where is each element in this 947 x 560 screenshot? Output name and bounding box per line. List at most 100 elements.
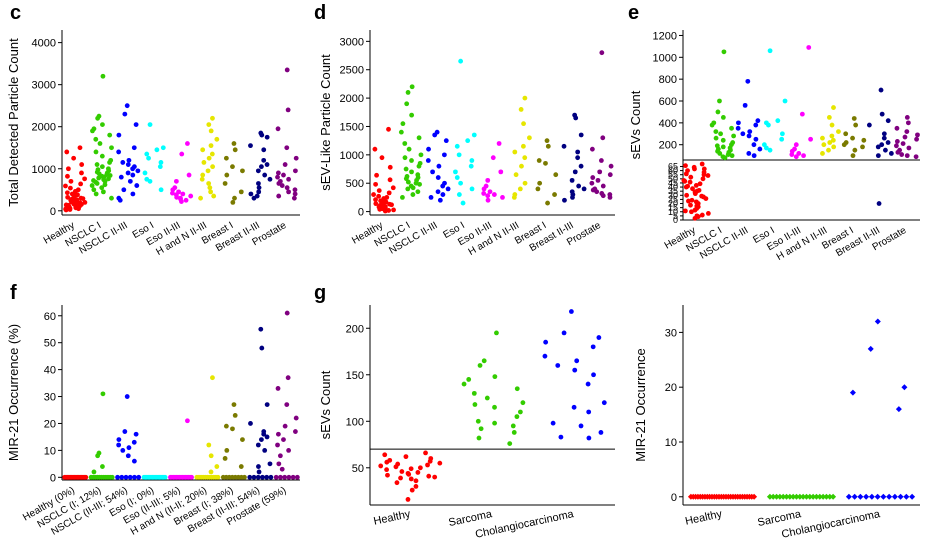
- panel-c-data-point: [174, 194, 180, 200]
- panel-f-data-point: [290, 474, 296, 480]
- panel-d-data-point: [575, 155, 581, 161]
- panel-g-data-point: [511, 430, 517, 435]
- panel-c-data-point: [94, 162, 100, 167]
- panel-f-data-point: [259, 345, 265, 351]
- panel-g-right-data-point: [803, 493, 810, 500]
- panel-g-right-data-point: [790, 493, 797, 500]
- panel-e-data-point: [806, 45, 812, 50]
- panel-f-data-point: [83, 474, 89, 480]
- panel-d-data-point: [570, 195, 575, 200]
- panel-d-data-point: [487, 189, 493, 195]
- panel-d-data-point: [410, 192, 416, 197]
- panel-e-data-point: [751, 153, 757, 159]
- panel-d-y-tick-label: 500: [346, 178, 364, 190]
- panel-c-data-point: [251, 195, 257, 201]
- panel-d-data-point: [430, 169, 435, 175]
- panel-g-data-point: [413, 483, 419, 489]
- panel-e-data-point: [688, 202, 693, 208]
- panel-d-data-point: [409, 112, 415, 118]
- panel-d-data-point: [373, 197, 378, 203]
- panel-d-data-point: [456, 152, 462, 158]
- panel-e-data-point: [875, 144, 881, 150]
- panel-f-data-point: [293, 429, 298, 434]
- panel-d-data-point: [597, 169, 603, 175]
- panel-e-data-point: [725, 152, 731, 157]
- panel-d-data-point: [400, 195, 405, 200]
- panel-g-right-data-point: [780, 493, 787, 500]
- panel-e-data-point: [720, 144, 726, 150]
- panel-d-data-point: [382, 208, 388, 214]
- panel-d-data-point: [403, 166, 409, 172]
- panel-d-data-point: [513, 172, 519, 178]
- panel-c-data-point: [133, 122, 139, 128]
- panel-g-data-point: [405, 497, 411, 502]
- panel-d-data-point: [387, 164, 393, 170]
- panel-c-data-point: [99, 185, 105, 191]
- panel-e-data-point: [866, 122, 872, 128]
- panel-d-data-point: [512, 149, 518, 155]
- panel-c-data-point: [264, 134, 270, 140]
- panel-e-data-point: [683, 163, 688, 169]
- panel-d-data-point: [522, 180, 528, 186]
- panel-g-category-label: Healthy: [372, 508, 411, 528]
- panel-c-data-point: [248, 143, 253, 149]
- panel-f-data-point: [268, 474, 274, 480]
- panel-g-data-point: [426, 473, 432, 479]
- panel-g-y-tick-label: 200: [346, 323, 364, 335]
- panel-e-data-point: [914, 136, 919, 142]
- panel-e-data-point: [905, 120, 911, 126]
- panel-c-data-point: [275, 170, 281, 176]
- panel-d-data-point: [458, 58, 464, 64]
- panel-d-y-tick-label: 2500: [340, 65, 364, 77]
- panel-f-data-point: [238, 464, 244, 469]
- panel-c-data-point: [284, 67, 290, 73]
- panel-f-data-point: [206, 442, 212, 448]
- panel-g-data-point: [378, 463, 384, 469]
- panel-letter-e: e: [628, 2, 640, 24]
- panel-d-y-tick-label: 0: [358, 207, 364, 219]
- panel-d-data-point: [469, 158, 475, 163]
- panel-g-data-point: [574, 358, 580, 364]
- panel-c-data-point: [64, 190, 70, 196]
- panel-g-right-data-point: [901, 384, 908, 391]
- panel-d-data-point: [517, 186, 523, 192]
- panel-c-data-point: [222, 181, 228, 186]
- panel-d-data-point: [589, 180, 595, 186]
- panel-g-right-data-point: [796, 493, 803, 500]
- panel-c-data-point: [240, 168, 245, 174]
- panel-d-data-point: [425, 158, 431, 163]
- panel-c-data-point: [255, 168, 261, 174]
- panel-c-data-point: [94, 181, 100, 186]
- panel-d-data-point: [521, 121, 526, 127]
- panel-e-data-point: [735, 125, 741, 131]
- panel-e-data-point: [687, 179, 693, 185]
- panel-f-data-point: [275, 431, 281, 437]
- panel-g-right-data-point: [857, 493, 864, 500]
- panel-letter-f: f: [10, 282, 17, 304]
- panel-c-data-point: [206, 155, 212, 161]
- panel-e-data-point: [767, 48, 773, 54]
- panel-g-data-point: [572, 367, 578, 373]
- panel-g-right-data-point: [845, 493, 852, 500]
- panel-letter-d: d: [314, 2, 327, 24]
- panel-d-data-point: [432, 132, 438, 138]
- panel-d-data-point: [404, 101, 410, 107]
- panel-g-right-data-point: [830, 493, 837, 500]
- panel-g-data-point: [406, 471, 412, 477]
- panel-c-data-point: [293, 168, 298, 174]
- panel-f-data-point: [100, 464, 105, 469]
- panel-c-data-point: [279, 183, 285, 188]
- panel-c-data-point: [292, 187, 298, 193]
- panel-d-data-point: [527, 135, 532, 141]
- panel-f-data-point: [208, 453, 214, 459]
- panel-c-data-point: [99, 153, 105, 159]
- panel-f-data-point: [136, 474, 142, 480]
- panel-d-data-point: [468, 163, 474, 169]
- panel-g-data-point: [492, 420, 498, 426]
- panel-e-data-point: [841, 142, 847, 148]
- panel-d-data-point: [435, 175, 441, 180]
- panel-c-data-point: [91, 187, 97, 193]
- panel-d-data-point: [417, 181, 422, 187]
- panel-c-data-point: [256, 189, 262, 195]
- panel-g-right-data-point: [793, 493, 800, 500]
